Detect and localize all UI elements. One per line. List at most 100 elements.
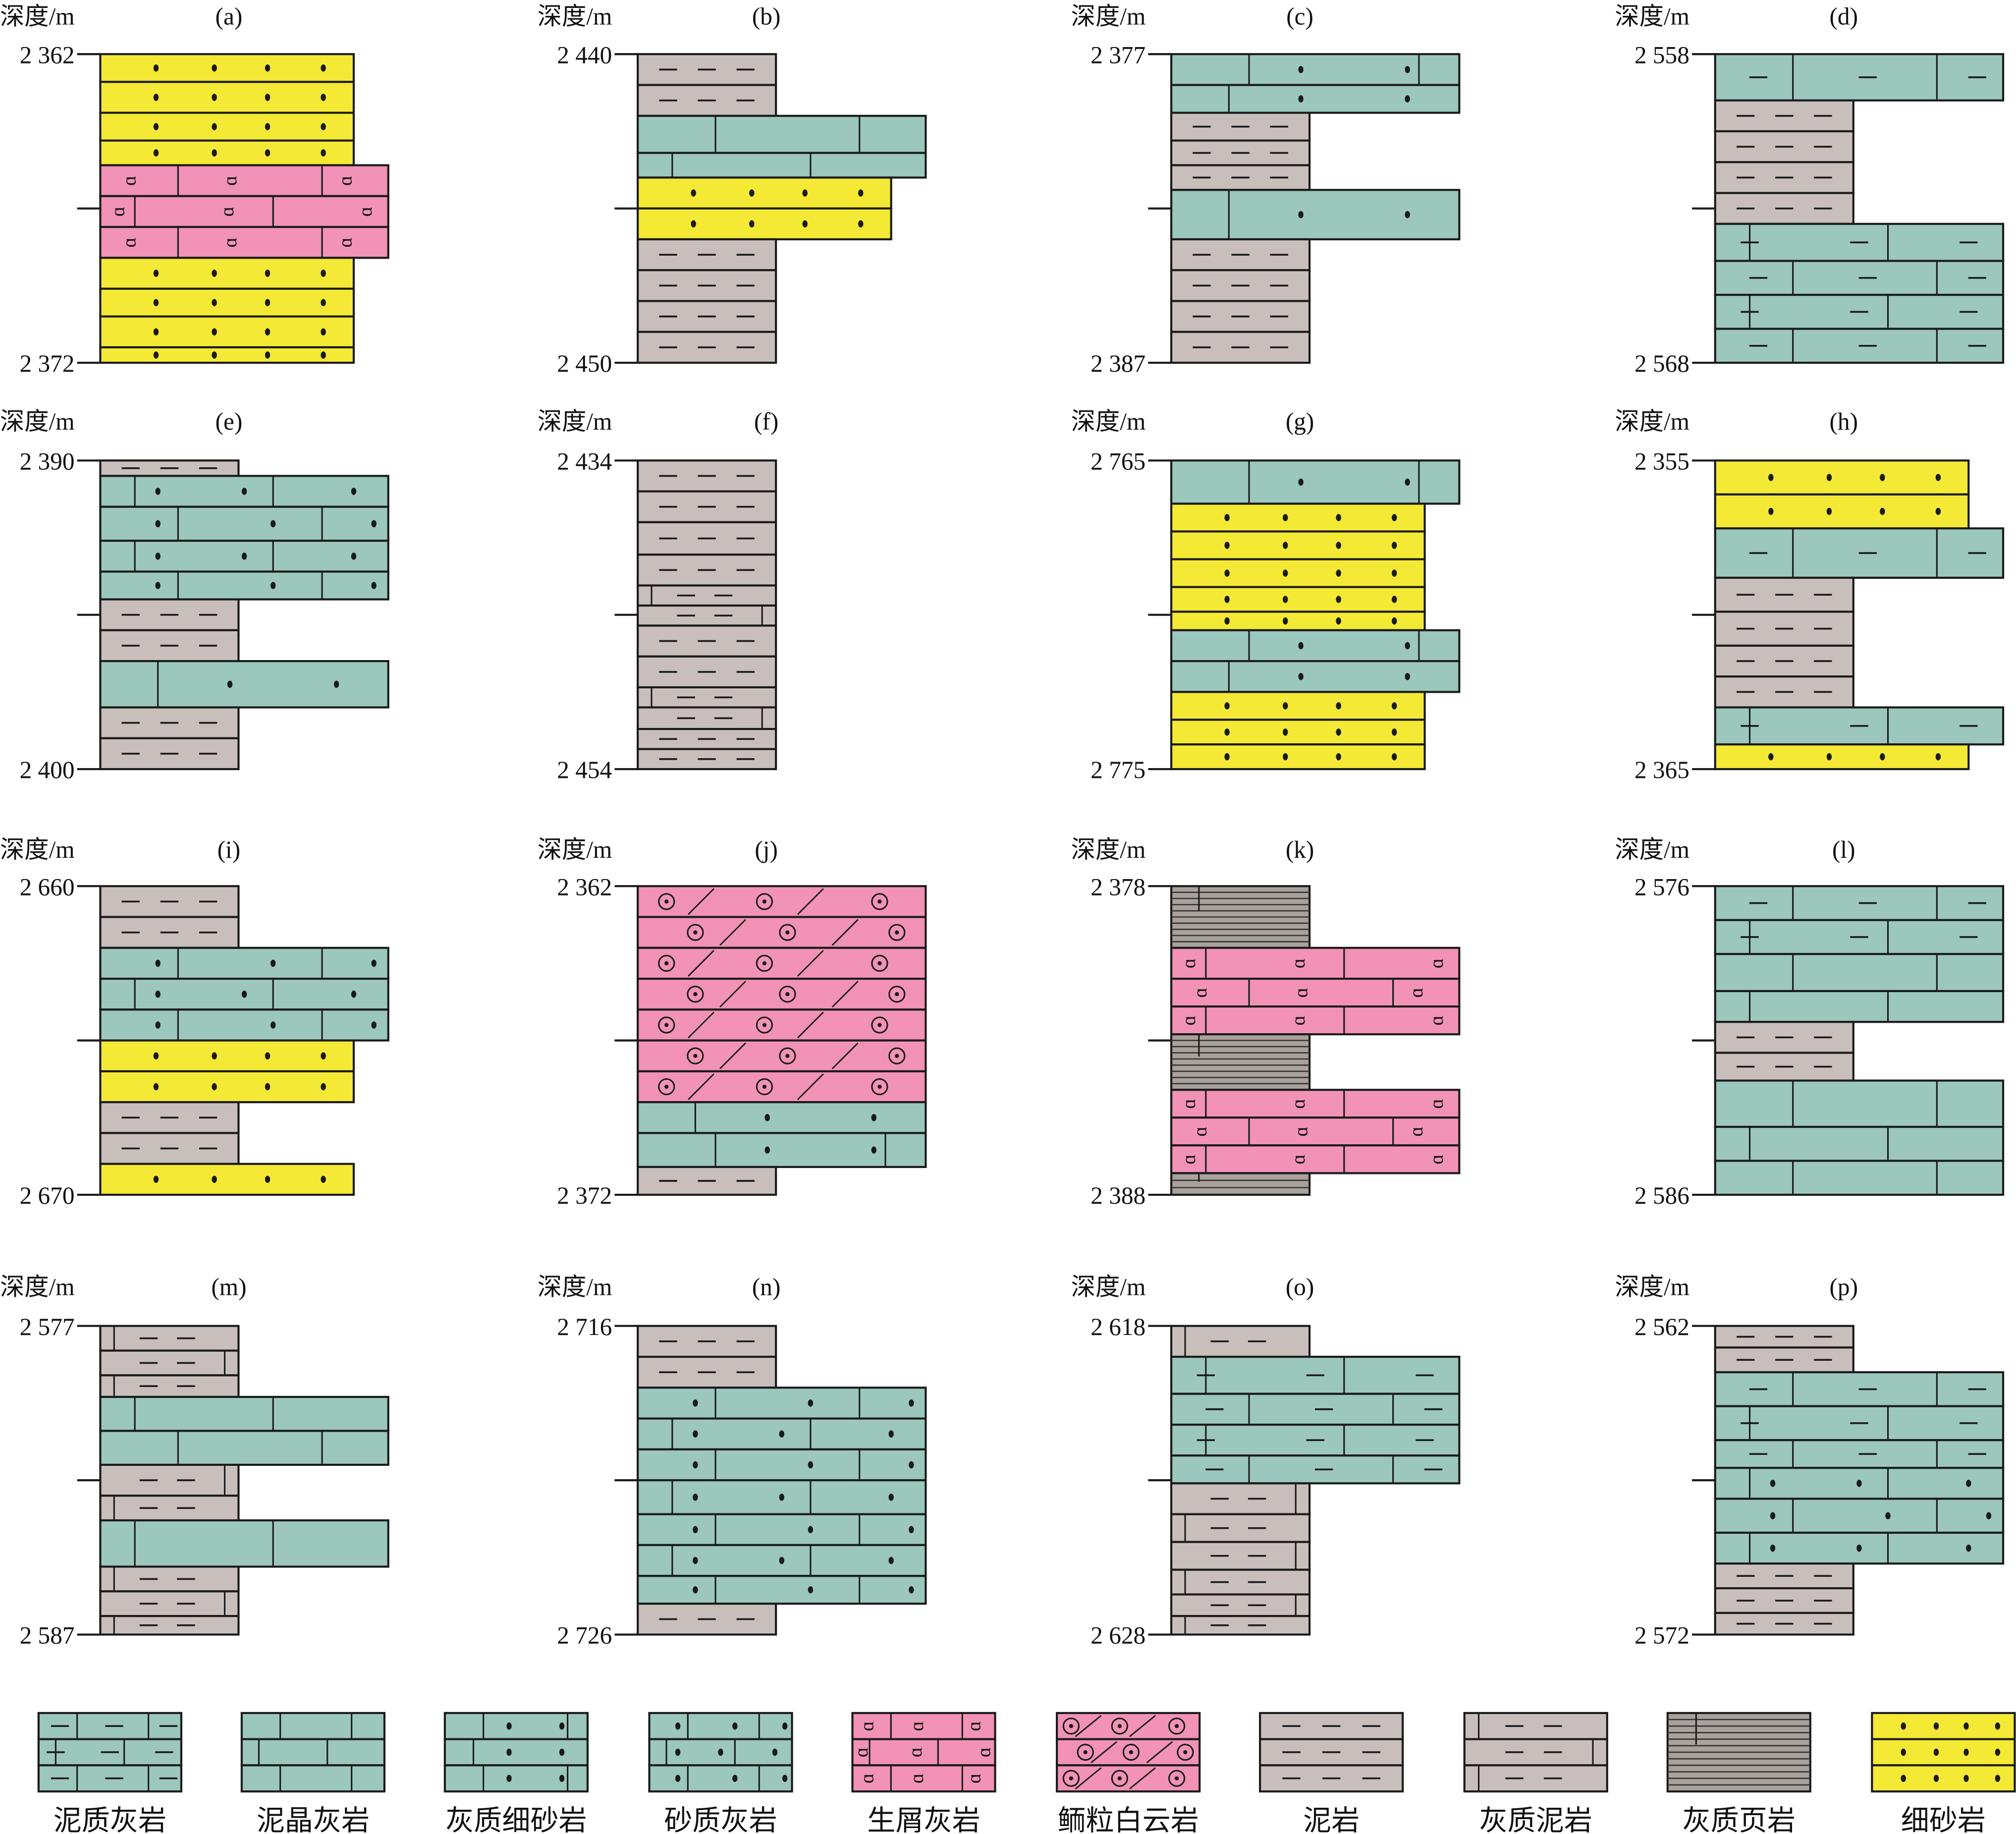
layer-mud (1170, 300, 1311, 333)
layer-mud (637, 521, 777, 556)
layer-mud (99, 706, 240, 739)
sand-grain-dot (1392, 569, 1397, 577)
layer-csh (1170, 1033, 1311, 1091)
ooid-center (664, 1084, 669, 1089)
layer-mls (1714, 919, 2005, 955)
layer-fss (1714, 493, 1970, 530)
sand-grain-dot (371, 520, 377, 528)
depth-bottom-label: 2 670 (20, 1182, 75, 1209)
layer-fill (1714, 1160, 2005, 1196)
layer-fill (1714, 953, 2005, 993)
sand-grain-dot (808, 1526, 814, 1534)
bioclast-symbol: ɑ (1178, 1099, 1199, 1109)
layer-mcl (1714, 953, 2005, 993)
layer-mud (637, 84, 777, 117)
sand-grain-dot (321, 64, 326, 72)
sand-grain-dot (153, 123, 159, 130)
sand-grain-dot (321, 1175, 326, 1183)
layer-mud (99, 1132, 240, 1165)
sand-grain-dot (808, 1461, 814, 1469)
layer-fill (99, 1070, 355, 1104)
sand-grain-dot (1405, 642, 1410, 650)
sand-grain-dot (321, 299, 326, 306)
layer-fill (99, 111, 355, 142)
layer-fill (1170, 502, 1426, 533)
sand-grain-dot (241, 990, 247, 998)
ooid-circle (687, 986, 704, 1003)
layer-fill (637, 207, 892, 240)
legend-swatch-row (443, 1712, 589, 1740)
layer-cmud (1170, 1482, 1311, 1515)
sand-grain-dot (1283, 596, 1288, 603)
sand-grain-dot (779, 1556, 784, 1564)
ooid-circle (658, 954, 675, 972)
layer-fill (1170, 1593, 1311, 1617)
layer-mud (637, 748, 777, 771)
legend-label: 生屑灰岩 (867, 1805, 980, 1834)
ooid-center (1069, 1776, 1074, 1780)
layer-fill (637, 1387, 927, 1420)
sand-grain-dot (155, 553, 161, 560)
panel-label: (b) (752, 3, 780, 30)
sand-grain-dot (212, 149, 217, 157)
layer-fill (1714, 1125, 2005, 1162)
panel-label: (e) (216, 408, 243, 435)
sand-grain-dot (1405, 66, 1410, 73)
sand-grain-dot (153, 1052, 159, 1060)
depth-top-label: 2 378 (1090, 873, 1145, 900)
legend-swatch-row (37, 1764, 182, 1793)
layer-sls (637, 1513, 927, 1546)
bioclast-symbol: ɑ (1406, 988, 1427, 998)
depth-bottom-label: 2 372 (557, 1182, 612, 1209)
layer-mud (637, 554, 777, 587)
layer-sls (99, 570, 389, 601)
sand-grain-dot (732, 1722, 738, 1730)
ooid-diagonal-line (719, 981, 746, 1008)
ooid-center (877, 961, 882, 966)
layer-mud (1714, 1021, 1854, 1054)
layer-mcl (1714, 1079, 2005, 1128)
layer-mud (99, 737, 240, 771)
sand-grain-dot (871, 1114, 876, 1121)
layer-cmud (99, 1565, 240, 1593)
depth-axis-title: 深度/m (0, 3, 75, 30)
bioclast-symbol: ɑ (119, 237, 140, 247)
ooid-center (895, 992, 899, 997)
sand-grain-dot (270, 1021, 276, 1029)
sand-grain-dot (1770, 1544, 1776, 1552)
sand-grain-dot (153, 64, 159, 72)
ooid-center (1117, 1724, 1122, 1728)
sand-grain-dot (153, 1175, 159, 1183)
sand-grain-dot (764, 1146, 770, 1154)
sand-grain-dot (1995, 1748, 2001, 1756)
layer-fill (1170, 1568, 1311, 1596)
layer-fill (99, 1008, 389, 1042)
bioclast-symbol: ɑ (963, 1774, 984, 1783)
sand-grain-dot (153, 351, 159, 359)
depth-axis-title: 深度/m (1615, 3, 1689, 30)
sand-grain-dot (1933, 1748, 1939, 1756)
sand-grain-dot (1770, 1512, 1776, 1520)
depth-top-label: 2 440 (557, 41, 612, 68)
ooid-circle (658, 1016, 675, 1034)
bioclast-symbol: ɑ (219, 175, 241, 185)
layer-fill (1170, 660, 1461, 693)
layer-mud (1714, 192, 1854, 225)
layer-fill (851, 1712, 996, 1740)
layer-sls (637, 1575, 927, 1605)
layer-fill (637, 114, 927, 154)
layer-fss (1170, 558, 1426, 588)
ooid-circle (658, 893, 675, 910)
layer-cfs (1170, 53, 1461, 86)
sand-grain-dot (749, 189, 755, 197)
ooid-center (877, 899, 882, 904)
depth-top-label: 2 390 (20, 447, 75, 475)
lithology-panel-g: 深度/m (g) 2 765 2 775 (1071, 408, 1461, 783)
sand-grain-dot (321, 123, 326, 130)
lithology-panel-d: 深度/m (d) 2 558 2 568 (1615, 3, 2005, 377)
sand-grain-dot (693, 1586, 698, 1594)
layer-ool (637, 1008, 927, 1042)
layer-fill (1170, 558, 1426, 588)
layer-fill (637, 1039, 927, 1072)
